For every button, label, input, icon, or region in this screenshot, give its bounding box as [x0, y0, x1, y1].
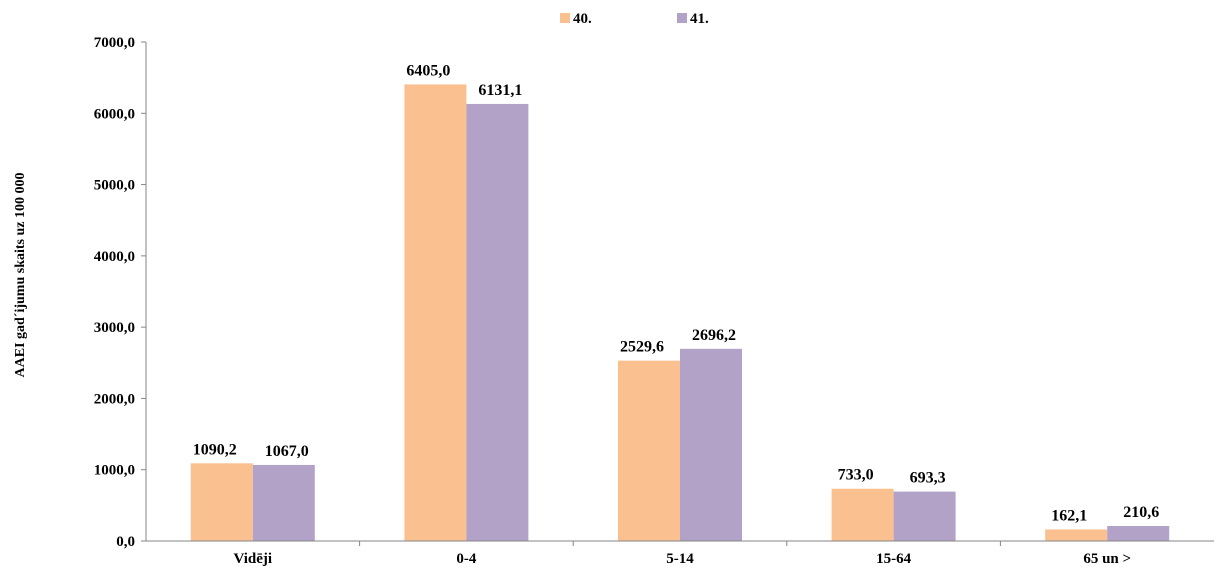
data-label-series-1: 1090,2 — [193, 441, 237, 458]
x-tick-label: Vidēji — [233, 551, 272, 567]
bar-series-1 — [190, 463, 253, 541]
y-tick-label: 5000,0 — [94, 178, 135, 194]
legend-swatch-series-2 — [677, 13, 687, 23]
bar-series-1 — [404, 84, 467, 541]
legend-swatch-series-1 — [560, 13, 570, 23]
x-tick-label: 5-14 — [666, 551, 694, 567]
data-label-series-1: 6405,0 — [406, 62, 450, 79]
bar-series-2 — [252, 464, 315, 541]
legend-label-series-1: 40. — [573, 11, 592, 27]
y-tick-label: 4000,0 — [94, 249, 135, 265]
y-axis-ticks: 0,0 1000,0 2000,0 3000,0 4000,0 5000,0 6000,0 7… — [94, 35, 146, 550]
x-tick-label: 15-64 — [876, 551, 911, 567]
bar-series-2 — [893, 491, 956, 541]
y-tick-label: 0,0 — [116, 534, 135, 550]
bar-series-1 — [618, 360, 680, 541]
x-tick-label: 0-4 — [456, 551, 476, 567]
bar-series-2 — [1107, 525, 1170, 541]
data-label-series-2: 693,3 — [910, 470, 946, 487]
bar-series-2 — [680, 348, 742, 541]
x-tick-label: 65 un > — [1083, 551, 1131, 567]
bars — [190, 84, 1170, 541]
bar-series-1 — [831, 488, 894, 541]
data-label-series-2: 2696,2 — [692, 327, 736, 344]
bar-series-1 — [1045, 529, 1108, 541]
data-label-series-2: 210,6 — [1123, 504, 1159, 521]
data-labels: 1090,2 1067,0 6405,0 6131,1 2529,6 2696,2 733,… — [193, 62, 1159, 524]
y-tick-label: 3000,0 — [94, 320, 135, 336]
y-tick-label: 6000,0 — [94, 106, 135, 122]
legend: 40. 41. — [560, 11, 709, 27]
data-label-series-1: 733,0 — [838, 467, 874, 484]
x-axis-labels: Vidēji 0-4 5-14 15-64 65 un > — [233, 541, 1131, 567]
y-axis-label: AAEI gad´ijumu skaits uz 100 000 — [13, 173, 28, 378]
data-label-series-2: 6131,1 — [478, 82, 522, 99]
y-tick-label: 2000,0 — [94, 391, 135, 407]
y-tick-label: 1000,0 — [94, 463, 135, 479]
legend-label-series-2: 41. — [690, 11, 709, 27]
y-tick-label: 7000,0 — [94, 35, 135, 51]
data-label-series-1: 2529,6 — [620, 339, 664, 356]
data-label-series-1: 162,1 — [1051, 507, 1087, 524]
bar-series-2 — [466, 103, 529, 541]
data-label-series-2: 1067,0 — [265, 443, 309, 460]
